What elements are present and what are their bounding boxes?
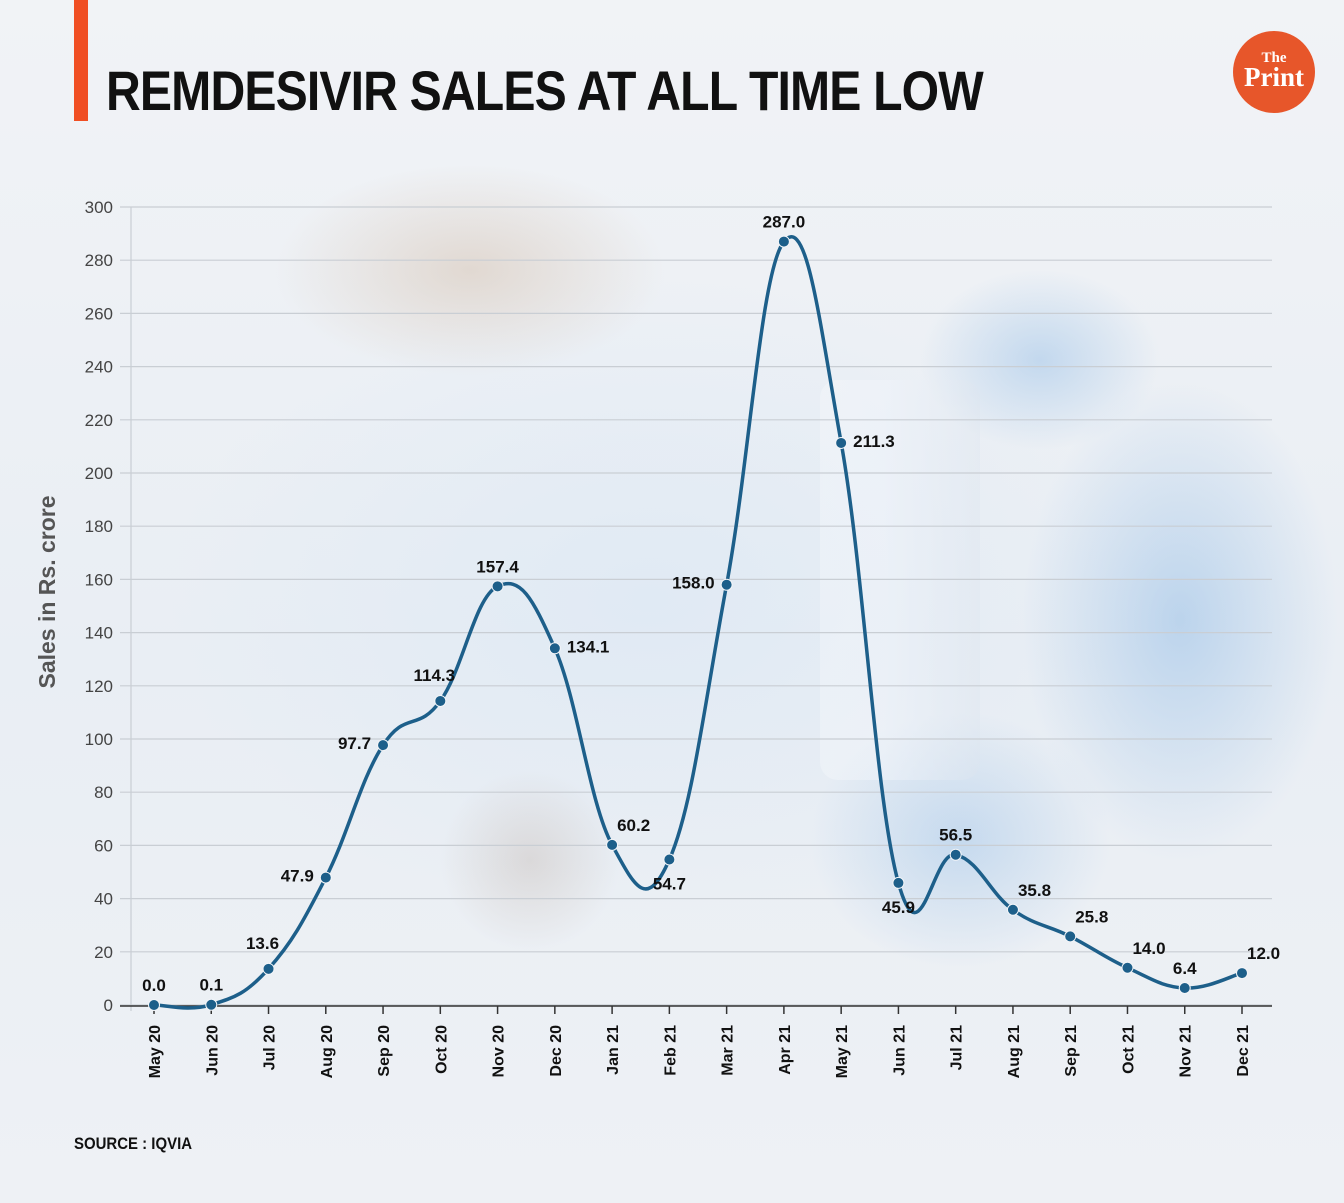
data-point: [148, 999, 160, 1011]
data-label: 54.7: [653, 874, 686, 893]
data-label: 114.3: [414, 666, 456, 685]
y-tick-label: 240: [85, 358, 113, 377]
y-tick-label: 180: [85, 517, 113, 536]
gridlines: [120, 206, 1272, 1011]
data-point: [491, 580, 504, 593]
page-title: REMDESIVIR SALES AT ALL TIME LOW: [106, 59, 984, 122]
y-tick-label: 40: [94, 890, 113, 909]
data-point: [892, 876, 905, 889]
x-tick-label: Nov 21: [1178, 1025, 1195, 1078]
y-tick-label: 220: [85, 411, 113, 430]
y-tick-label: 80: [94, 783, 113, 802]
y-tick-label: 300: [85, 198, 113, 217]
x-tick-label: Oct 20: [433, 1025, 450, 1074]
x-tick-label: Dec 21: [1235, 1025, 1252, 1077]
data-point: [377, 739, 390, 752]
y-tick-label: 140: [85, 624, 113, 643]
data-point: [606, 838, 619, 851]
data-point: [949, 848, 962, 861]
data-point: [319, 871, 332, 884]
data-labels: 0.0 0.1 13.6 47.9 97.7 114.3 157.4 134.1 60.2 54.…: [142, 213, 1280, 995]
y-tick-label: 120: [85, 677, 113, 696]
x-tick-label: May 21: [834, 1025, 851, 1078]
series-line: [153, 235, 1243, 1010]
theprint-logo: The Print: [1233, 31, 1315, 113]
data-point: [663, 853, 676, 866]
x-tick-label: Mar 21: [720, 1025, 737, 1076]
x-tick-label: Apr 21: [777, 1025, 794, 1075]
data-point: [720, 578, 733, 591]
data-label: 157.4: [476, 557, 519, 576]
x-tick-label: Jun 20: [204, 1025, 221, 1076]
x-tick-label: Jan 21: [605, 1025, 622, 1075]
data-label: 134.1: [567, 637, 610, 656]
data-point: [777, 235, 790, 248]
x-tick-label: Aug 21: [1006, 1025, 1023, 1078]
x-tick-label: Oct 21: [1120, 1025, 1137, 1074]
data-point: [1006, 903, 1019, 916]
y-tick-label: 280: [85, 251, 113, 270]
y-tick-label: 0: [104, 996, 113, 1015]
data-points: [148, 235, 1248, 1011]
x-tick-label: Aug 20: [319, 1025, 336, 1078]
data-label: 158.0: [672, 574, 715, 593]
data-label: 6.4: [1173, 959, 1197, 978]
data-point: [1064, 930, 1077, 943]
data-label: 25.8: [1075, 907, 1108, 926]
data-point: [205, 998, 218, 1011]
y-tick-label: 200: [85, 464, 113, 483]
data-label: 45.9: [882, 898, 915, 917]
x-tick-label: May 20: [147, 1025, 164, 1078]
data-label: 47.9: [281, 867, 314, 886]
y-axis-title: Sales in Rs. crore: [34, 495, 60, 688]
y-tick-label: 160: [85, 570, 113, 589]
y-tick-label: 260: [85, 304, 113, 323]
data-label: 287.0: [763, 213, 806, 232]
data-point: [434, 694, 447, 707]
x-axis-ticks: May 20 Jun 20 Jul 20 Aug 20 Sep 20 Oct 20 Nov …: [147, 1006, 1252, 1078]
title-accent-bar: [74, 0, 88, 121]
logo-the-text: The: [1261, 50, 1287, 66]
data-label: 12.0: [1247, 944, 1280, 963]
data-label: 60.2: [617, 816, 650, 835]
x-tick-label: Sep 21: [1063, 1025, 1080, 1077]
data-point: [1121, 961, 1134, 974]
y-tick-label: 60: [94, 836, 113, 855]
y-tick-label: 20: [94, 943, 113, 962]
data-label: 0.1: [199, 976, 223, 995]
data-point: [1178, 981, 1191, 994]
data-label: 14.0: [1132, 939, 1165, 958]
x-tick-label: Jul 21: [949, 1025, 966, 1070]
source-note: SOURCE : IQVIA: [74, 1134, 193, 1153]
data-label: 35.8: [1018, 881, 1051, 900]
y-tick-label: 100: [85, 730, 113, 749]
x-tick-label: Nov 20: [491, 1025, 508, 1078]
data-label: 211.3: [853, 432, 895, 451]
data-label: 13.6: [246, 934, 279, 953]
x-tick-label: Jun 21: [891, 1025, 908, 1076]
x-tick-label: Dec 20: [548, 1025, 565, 1077]
data-point: [262, 962, 275, 975]
data-point: [1236, 967, 1248, 980]
data-label: 0.0: [142, 976, 166, 995]
logo-print-text: Print: [1244, 62, 1304, 92]
x-tick-label: Sep 20: [376, 1025, 393, 1077]
data-label: 56.5: [939, 826, 972, 845]
y-axis-ticks: 0 20 40 60 80 100 120 140 160 180 200 220 240 260 280 3…: [85, 198, 113, 1015]
data-point: [548, 642, 561, 655]
x-tick-label: Jul 20: [262, 1025, 279, 1070]
x-tick-label: Feb 21: [662, 1025, 679, 1076]
data-label: 97.7: [338, 734, 371, 753]
data-point: [835, 436, 848, 449]
